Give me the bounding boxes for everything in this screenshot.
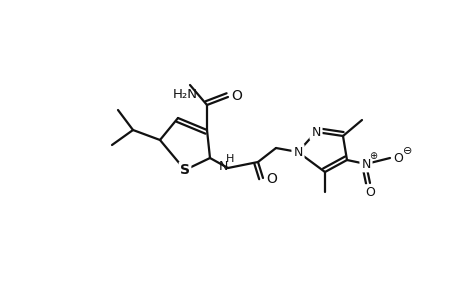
Text: O: O <box>231 89 242 103</box>
Text: O: O <box>364 185 374 199</box>
Text: ⊖: ⊖ <box>403 146 412 156</box>
Text: N: N <box>218 160 227 172</box>
Text: ⊕: ⊕ <box>368 151 376 161</box>
Text: H₂N: H₂N <box>172 88 197 100</box>
Text: N: N <box>293 146 302 158</box>
Text: S: S <box>179 163 190 177</box>
Text: O: O <box>392 152 402 164</box>
Text: N: N <box>311 125 320 139</box>
Text: H: H <box>225 154 234 164</box>
Text: O: O <box>266 172 277 186</box>
Text: N: N <box>360 158 370 170</box>
